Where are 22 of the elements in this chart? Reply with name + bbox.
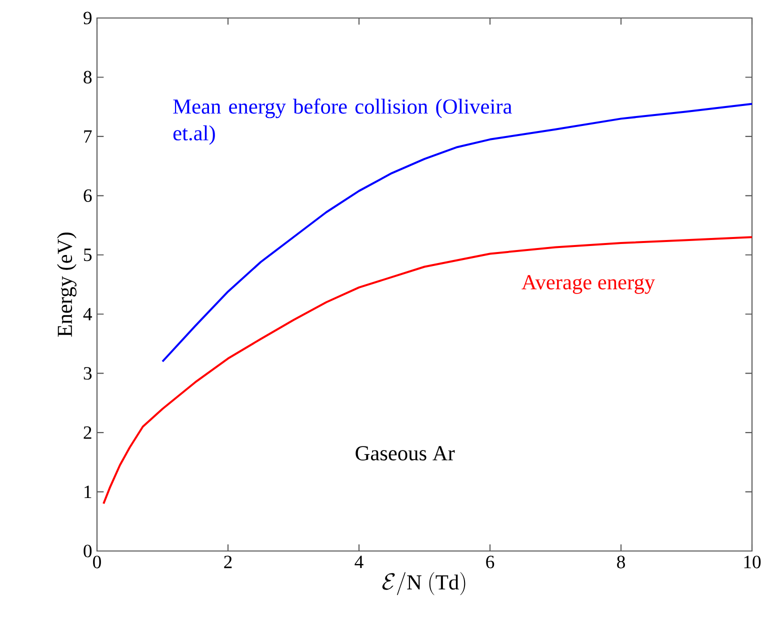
y-tick-label: 4	[83, 308, 92, 320]
x-tick-label: 8	[617, 556, 625, 568]
y-tick-label: 0	[84, 544, 92, 558]
annotation: Gaseous Ar	[356, 446, 455, 460]
series-label: Mean energy before collision (Oliveira et.al)	[173, 98, 512, 145]
y-tick-label: 8	[84, 70, 92, 84]
y-tick-label: 7	[84, 130, 92, 143]
x-tick-label: 4	[354, 556, 364, 568]
y-tick-label: 6	[84, 189, 92, 202]
x-tick-label: 10	[744, 556, 761, 568]
y-tick-label: 2	[84, 426, 92, 439]
x-axis-title: $\mathcal{E}/\mathrm{N}\ (\mathrm{Td})$	[382, 572, 466, 596]
x-tick-label: 6	[486, 556, 494, 568]
line-series	[102, 236, 754, 505]
y-tick-label: 5	[84, 248, 92, 262]
y-axis-title: Energy (eV)	[57, 232, 76, 337]
y-tick-label: 3	[84, 367, 92, 380]
y-tick-label: 1	[84, 486, 92, 498]
x-tick-label: 2	[224, 556, 232, 568]
y-tick-label: 9	[84, 12, 92, 24]
series-label: Average energy	[522, 275, 656, 294]
x-tick-label: 0	[93, 556, 101, 568]
